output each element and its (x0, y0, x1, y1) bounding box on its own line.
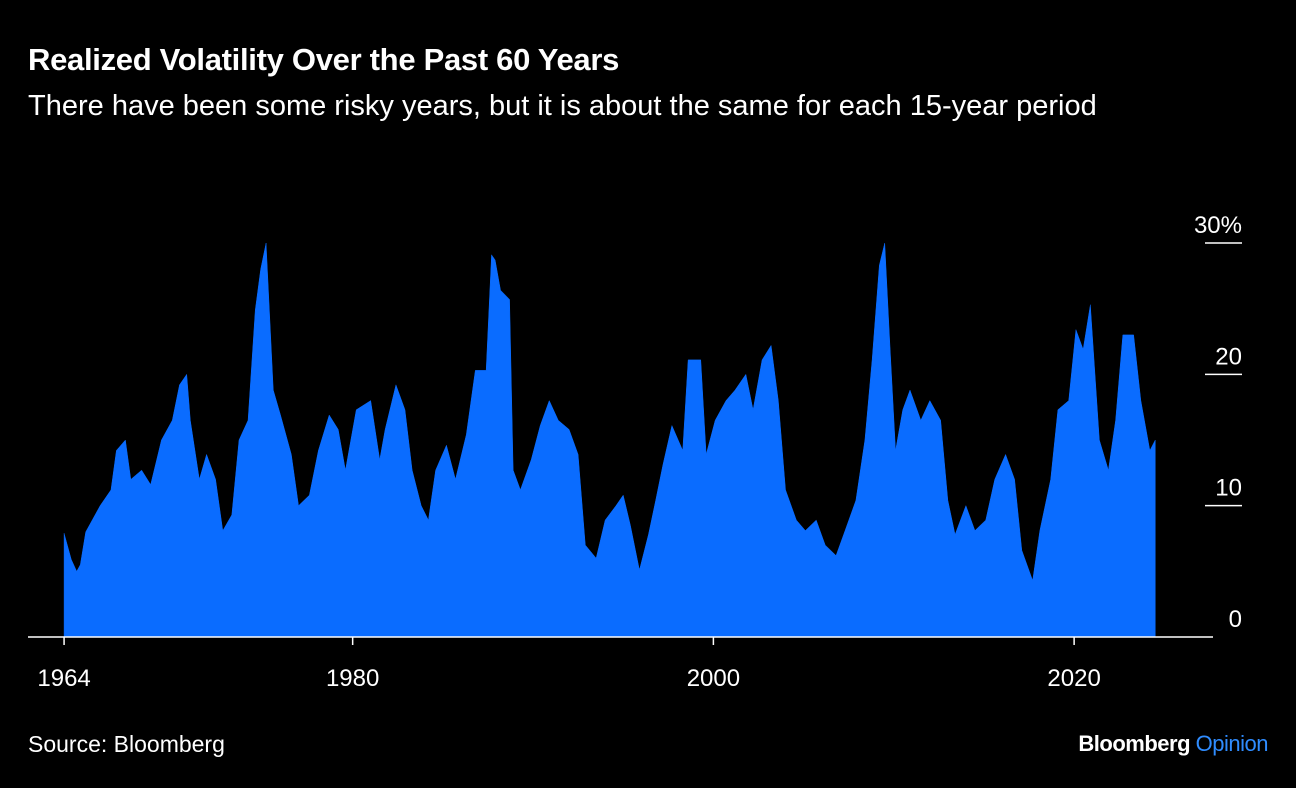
y-tick-label: 20 (1215, 343, 1242, 370)
source-note: Source: Bloomberg (28, 731, 225, 757)
brand-name: Bloomberg (1078, 731, 1191, 756)
x-tick-label: 1964 (37, 665, 90, 692)
brand-section: Opinion (1195, 731, 1269, 756)
x-tick-label: 2000 (687, 665, 740, 692)
y-tick-label: 10 (1215, 475, 1242, 502)
brand: Bloomberg Opinion (1078, 731, 1268, 757)
chart-title: Realized Volatility Over the Past 60 Yea… (28, 42, 620, 77)
x-tick-label: 2020 (1047, 665, 1100, 692)
chart-subtitle: There have been some risky years, but it… (28, 90, 1097, 122)
area (63, 242, 1156, 638)
y-tick-label: 0 (1229, 606, 1242, 633)
y-tick-label: 30% (1194, 212, 1242, 239)
x-tick-label: 1980 (326, 665, 379, 692)
